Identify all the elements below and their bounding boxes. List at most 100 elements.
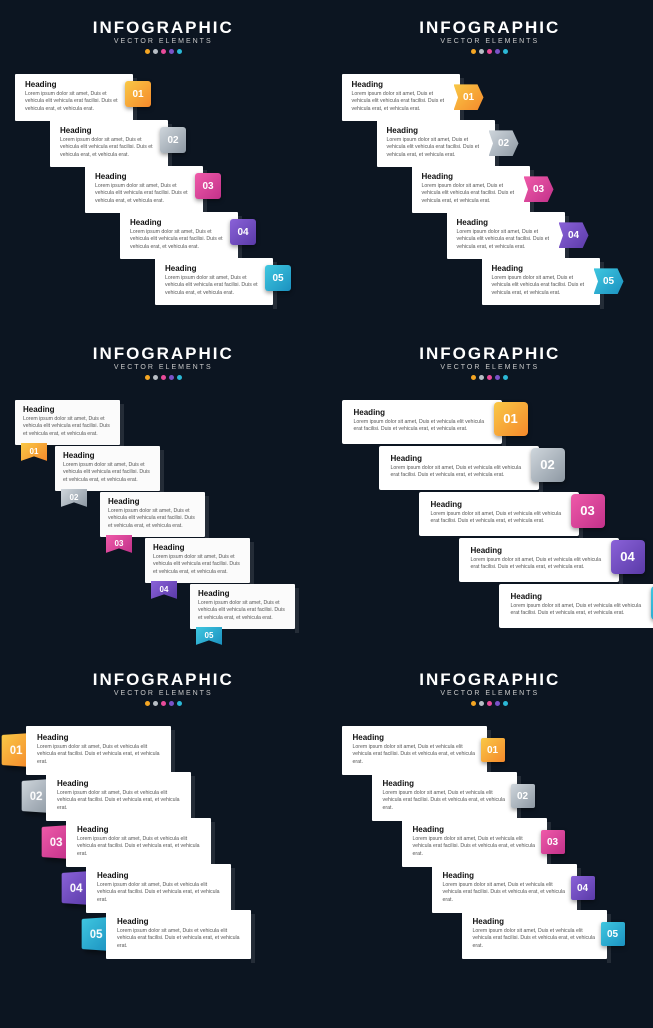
step-body: Lorem ipsum dolor sit amet, Duis et vehi… (23, 416, 112, 438)
step-number: 04 (237, 227, 248, 238)
step: HeadingLorem ipsum dolor sit amet, Duis … (412, 166, 554, 213)
step-card: HeadingLorem ipsum dolor sit amet, Duis … (499, 584, 653, 628)
step-card: HeadingLorem ipsum dolor sit amet, Duis … (379, 446, 539, 490)
step-card: HeadingLorem ipsum dolor sit amet, Duis … (15, 74, 133, 121)
step-heading: Heading (97, 871, 220, 880)
step: HeadingLorem ipsum dolor sit amet, Duis … (447, 212, 589, 259)
step-body: Lorem ipsum dolor sit amet, Duis et vehi… (422, 183, 520, 205)
palette-dot (495, 375, 500, 380)
step-number-badge: 05 (265, 265, 291, 291)
step: 01HeadingLorem ipsum dolor sit amet, Dui… (0, 726, 171, 775)
step-card: HeadingLorem ipsum dolor sit amet, Duis … (462, 910, 607, 959)
palette-dot (145, 375, 150, 380)
step-body: Lorem ipsum dolor sit amet, Duis et vehi… (198, 600, 287, 622)
palette-dot (479, 375, 484, 380)
step-card: HeadingLorem ipsum dolor sit amet, Duis … (50, 120, 168, 167)
step-card: HeadingLorem ipsum dolor sit amet, Duis … (342, 400, 502, 444)
step-body: Lorem ipsum dolor sit amet, Duis et vehi… (391, 465, 527, 480)
palette-dot (153, 701, 158, 706)
step: HeadingLorem ipsum dolor sit amet, Duis … (342, 74, 484, 121)
step-number: 05 (607, 929, 618, 940)
palette-dot (177, 49, 182, 54)
step-body: Lorem ipsum dolor sit amet, Duis et vehi… (511, 603, 647, 618)
title: INFOGRAPHIC (327, 670, 653, 690)
step-body: Lorem ipsum dolor sit amet, Duis et vehi… (353, 744, 476, 766)
step-number-badge: 05 (594, 268, 624, 294)
step-heading: Heading (457, 218, 555, 227)
step-heading: Heading (153, 543, 242, 552)
step: HeadingLorem ipsum dolor sit amet, Duis … (379, 446, 565, 490)
step-card: HeadingLorem ipsum dolor sit amet, Duis … (447, 212, 565, 259)
palette-dot (161, 49, 166, 54)
step-body: Lorem ipsum dolor sit amet, Duis et vehi… (383, 790, 506, 812)
step: HeadingLorem ipsum dolor sit amet, Duis … (120, 212, 256, 259)
step-number-badge: 04 (230, 219, 256, 245)
palette-dots (327, 375, 653, 380)
step-card: HeadingLorem ipsum dolor sit amet, Duis … (145, 538, 250, 583)
step-number: 02 (70, 493, 79, 502)
step-number: 02 (540, 457, 554, 472)
step: HeadingLorem ipsum dolor sit amet, Duis … (190, 584, 295, 645)
step-number-badge: 02 (61, 489, 87, 507)
subtitle: VECTOR ELEMENTS (327, 364, 653, 371)
title: INFOGRAPHIC (327, 18, 653, 38)
step-body: Lorem ipsum dolor sit amet, Duis et vehi… (37, 744, 160, 766)
step-card: HeadingLorem ipsum dolor sit amet, Duis … (15, 400, 120, 445)
title: INFOGRAPHIC (0, 18, 327, 38)
step-card: HeadingLorem ipsum dolor sit amet, Duis … (419, 492, 579, 536)
step-number-badge: 03 (195, 173, 221, 199)
step-heading: Heading (471, 546, 607, 555)
palette-dots (0, 701, 327, 706)
step: HeadingLorem ipsum dolor sit amet, Duis … (459, 538, 645, 582)
panel-e: INFOGRAPHIC VECTOR ELEMENTS 01HeadingLor… (0, 662, 327, 988)
palette-dot (145, 701, 150, 706)
step: 02HeadingLorem ipsum dolor sit amet, Dui… (20, 772, 191, 821)
step-number-badge: 01 (494, 402, 528, 436)
step-card: HeadingLorem ipsum dolor sit amet, Duis … (372, 772, 517, 821)
step-body: Lorem ipsum dolor sit amet, Duis et vehi… (130, 229, 228, 251)
step-heading: Heading (387, 126, 485, 135)
title-block: INFOGRAPHIC VECTOR ELEMENTS (327, 344, 653, 380)
step-number: 02 (167, 135, 178, 146)
step-number-badge: 04 (611, 540, 645, 574)
palette-dots (327, 49, 653, 54)
palette-dot (479, 49, 484, 54)
step-number: 02 (517, 791, 528, 802)
step-card: HeadingLorem ipsum dolor sit amet, Duis … (459, 538, 619, 582)
palette-dot (487, 49, 492, 54)
step: HeadingLorem ipsum dolor sit amet, Duis … (372, 772, 535, 821)
subtitle: VECTOR ELEMENTS (0, 38, 327, 45)
step-heading: Heading (37, 733, 160, 742)
step-number: 03 (580, 503, 594, 518)
step-body: Lorem ipsum dolor sit amet, Duis et vehi… (117, 928, 240, 950)
step-number-badge: 02 (160, 127, 186, 153)
step-body: Lorem ipsum dolor sit amet, Duis et vehi… (354, 419, 490, 434)
palette-dot (145, 49, 150, 54)
step: HeadingLorem ipsum dolor sit amet, Duis … (482, 258, 624, 305)
step: 04HeadingLorem ipsum dolor sit amet, Dui… (60, 864, 231, 913)
step-body: Lorem ipsum dolor sit amet, Duis et vehi… (95, 183, 193, 205)
step-number: 03 (533, 184, 544, 195)
panel-c: INFOGRAPHIC VECTOR ELEMENTS HeadingLorem… (0, 336, 327, 662)
step-body: Lorem ipsum dolor sit amet, Duis et vehi… (57, 790, 180, 812)
step: HeadingLorem ipsum dolor sit amet, Duis … (342, 400, 528, 444)
step-heading: Heading (353, 733, 476, 742)
palette-dot (161, 701, 166, 706)
step: HeadingLorem ipsum dolor sit amet, Duis … (50, 120, 186, 167)
step-heading: Heading (63, 451, 152, 460)
step-heading: Heading (443, 871, 566, 880)
step-card: HeadingLorem ipsum dolor sit amet, Duis … (190, 584, 295, 629)
title-block: INFOGRAPHIC VECTOR ELEMENTS (0, 344, 327, 380)
step-number: 01 (132, 89, 143, 100)
step-heading: Heading (77, 825, 200, 834)
palette-dot (471, 49, 476, 54)
step-number-badge: 02 (489, 130, 519, 156)
step-number: 04 (568, 230, 579, 241)
subtitle: VECTOR ELEMENTS (0, 364, 327, 371)
step-heading: Heading (95, 172, 193, 181)
step-number-badge: 03 (106, 535, 132, 553)
step-number: 05 (205, 631, 214, 640)
panel-a: INFOGRAPHIC VECTOR ELEMENTS HeadingLorem… (0, 10, 327, 336)
step-number: 05 (603, 276, 614, 287)
step-number-badge: 03 (524, 176, 554, 202)
